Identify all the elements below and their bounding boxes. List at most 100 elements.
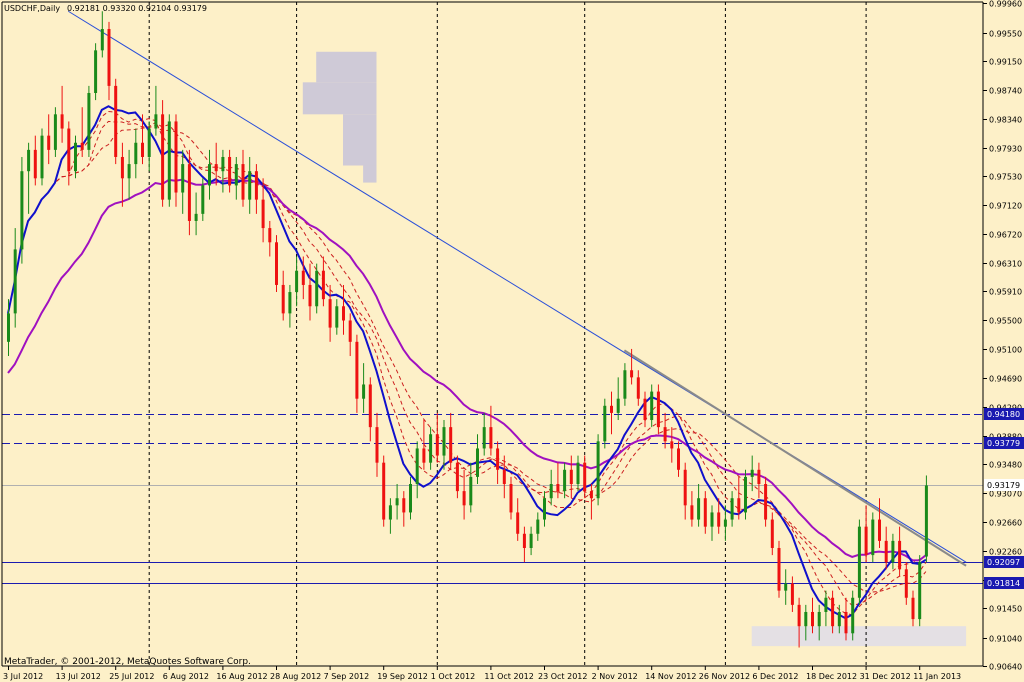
candle-91 (616, 377, 620, 421)
candle-133 (898, 526, 902, 577)
candle-body (516, 512, 520, 534)
candle-body (924, 485, 928, 557)
x-tick-label: 14 Nov 2012 (645, 672, 696, 681)
level-label-1: 0.93779 (984, 437, 1024, 449)
candle-body (147, 128, 151, 157)
candle-body (141, 142, 144, 157)
candle-body (100, 29, 104, 51)
candle-body (837, 611, 841, 627)
candle-55 (375, 412, 379, 477)
candle-96 (650, 384, 654, 428)
label-background (984, 556, 1024, 568)
candle-body (797, 604, 801, 627)
level-label-2: 0.92097 (984, 556, 1024, 568)
candle-body (884, 540, 888, 563)
candle-body (469, 476, 473, 506)
candle-body (744, 476, 747, 513)
x-tick-label: 13 Jul 2012 (56, 672, 101, 681)
candle-body (335, 306, 339, 328)
candle-50 (342, 284, 345, 335)
candle-body (422, 448, 426, 463)
candle-body (74, 142, 77, 172)
candle-114 (770, 512, 774, 556)
candle-body (556, 484, 560, 492)
shaded-zone-3 (363, 165, 377, 183)
candle-body (790, 583, 794, 605)
candle-body (120, 156, 124, 179)
candle-body (60, 114, 64, 129)
candle-body (375, 427, 379, 463)
x-tick-label: 11 Oct 2012 (484, 672, 533, 681)
candle-52 (355, 334, 359, 413)
label-text: 0.93179 (987, 481, 1020, 490)
y-tick-label: 0.95100 (989, 346, 1022, 355)
x-tick-label: 16 Aug 2012 (216, 672, 267, 681)
time-axis: 3 Jul 2012 13 Jul 2012 25 Jul 2012 6 Aug 20… (3, 666, 961, 681)
candle-117 (790, 576, 794, 612)
candle-body (234, 164, 238, 186)
candle-42 (288, 284, 292, 328)
candle-body (301, 270, 305, 285)
candle-body (563, 469, 567, 492)
level-label-3: 0.91814 (984, 577, 1024, 589)
candle-body (455, 462, 459, 492)
candle-13 (94, 43, 98, 101)
candle-body (911, 597, 915, 620)
candle-2 (20, 156, 24, 264)
shaded-zone-4 (751, 626, 967, 647)
candle-body (489, 427, 493, 449)
candle-107 (723, 505, 727, 541)
candle-104 (703, 491, 707, 534)
candle-body (857, 526, 861, 598)
y-tick-label: 0.91450 (989, 605, 1022, 614)
candle-7 (53, 107, 57, 157)
envelope-line-middle (27, 120, 927, 606)
label-text: 0.94180 (987, 410, 1020, 419)
candle-22 (154, 85, 158, 136)
candle-33 (228, 149, 232, 193)
candle-body (623, 370, 627, 399)
candle-95 (643, 391, 647, 428)
candle-37 (254, 164, 258, 214)
x-tick-label: 26 Nov 2012 (699, 672, 750, 681)
candle-127 (857, 519, 861, 605)
candle-66 (449, 412, 453, 470)
candle-body (415, 448, 419, 485)
candle-100 (677, 441, 680, 477)
candle-92 (623, 363, 627, 406)
candle-body (194, 213, 198, 221)
candle-48 (328, 284, 332, 342)
candle-57 (388, 498, 392, 534)
candle-body (268, 228, 272, 243)
candle-130 (878, 498, 881, 548)
y-tick-label: 0.96310 (989, 260, 1022, 269)
candle-body (20, 171, 24, 250)
candle-111 (750, 455, 754, 492)
candle-83 (563, 462, 567, 499)
candle-body (449, 427, 453, 463)
candle-body (764, 484, 768, 520)
candle-body (710, 512, 714, 527)
candle-51 (348, 313, 352, 357)
level-labels: 0.94180 0.93779 0.92097 0.91814 0.93179 (984, 408, 1024, 589)
candle-121 (817, 604, 821, 641)
candle-18 (127, 149, 131, 200)
candle-body (214, 164, 218, 172)
trendlines[interactable] (68, 10, 967, 567)
candle-body (811, 611, 814, 627)
candle-122 (824, 590, 828, 627)
candle-28 (194, 192, 198, 236)
candle-126 (851, 590, 855, 641)
label-text: 0.93779 (987, 439, 1020, 448)
candle-body (221, 156, 225, 172)
candle-4 (33, 135, 37, 186)
x-tick-label: 6 Dec 2012 (752, 672, 798, 681)
candle-0 (7, 299, 10, 357)
candle-73 (496, 441, 500, 485)
candle-17 (120, 142, 124, 207)
candle-77 (522, 526, 526, 563)
candle-body (295, 270, 299, 293)
candle-26 (181, 149, 185, 214)
candle-body (114, 85, 118, 157)
